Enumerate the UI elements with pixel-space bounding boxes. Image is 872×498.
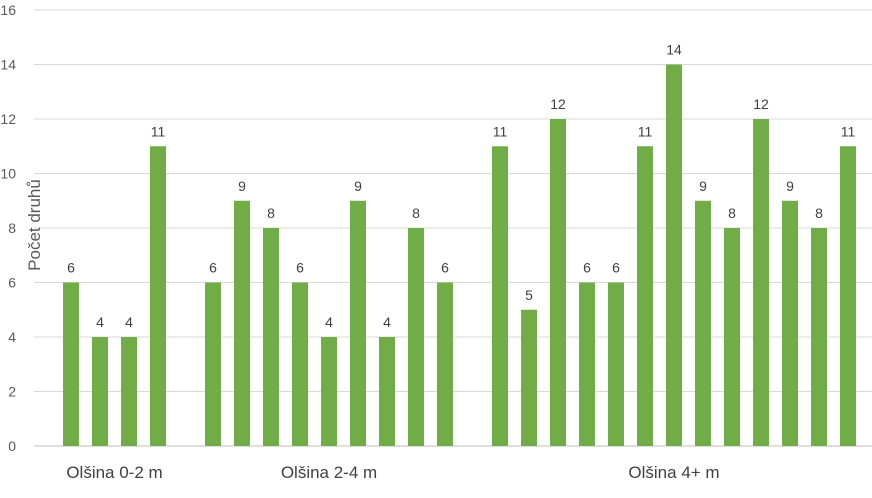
data-label: 9 <box>699 178 707 194</box>
bar <box>408 228 424 446</box>
data-labels: 6 4 4 11 6 9 8 6 4 9 4 8 6 11 5 12 6 6 11 14 9 8 12 9 8 11 <box>67 42 855 331</box>
y-tick-label: 12 <box>0 111 16 127</box>
data-label: 14 <box>666 42 682 58</box>
bar <box>782 200 798 446</box>
bar <box>379 337 395 446</box>
bar <box>205 282 221 446</box>
data-label: 11 <box>841 123 856 139</box>
gridlines <box>34 9 872 447</box>
data-label: 4 <box>125 314 133 330</box>
bar <box>840 146 856 446</box>
data-label: 11 <box>151 123 166 139</box>
bar <box>666 64 682 446</box>
category-label: Olšina 0-2 m <box>66 463 162 482</box>
bar <box>724 228 740 446</box>
data-label: 9 <box>238 178 246 194</box>
bar <box>695 200 711 446</box>
data-label: 12 <box>550 96 566 112</box>
data-label: 9 <box>354 178 362 194</box>
data-label: 8 <box>412 205 420 221</box>
y-tick-label: 8 <box>8 220 16 236</box>
y-axis-title: Počet druhů <box>25 179 44 271</box>
y-tick-label: 6 <box>8 275 16 291</box>
bar <box>550 119 566 446</box>
data-label: 9 <box>786 178 794 194</box>
data-label: 5 <box>525 287 533 303</box>
category-label: Olšina 2-4 m <box>281 463 377 482</box>
bar <box>321 337 337 446</box>
data-label: 8 <box>815 205 823 221</box>
data-label: 6 <box>296 260 304 276</box>
y-tick-label: 0 <box>8 438 16 454</box>
y-tick-label: 2 <box>8 384 16 400</box>
bar <box>437 282 453 446</box>
bar <box>637 146 653 446</box>
data-label: 8 <box>728 205 736 221</box>
bar <box>608 282 624 446</box>
bars <box>63 64 856 446</box>
bar <box>234 200 250 446</box>
data-label: 4 <box>325 314 333 330</box>
bar <box>92 337 108 446</box>
y-tick-label: 14 <box>0 57 16 73</box>
bar <box>811 228 827 446</box>
data-label: 6 <box>612 260 620 276</box>
bar <box>263 228 279 446</box>
bar <box>579 282 595 446</box>
category-labels: Olšina 0-2 m Olšina 2-4 m Olšina 4+ m <box>66 463 719 482</box>
data-label: 6 <box>209 260 217 276</box>
data-label: 4 <box>96 314 104 330</box>
y-tick-label: 16 <box>0 2 16 18</box>
bar <box>63 282 79 446</box>
data-label: 8 <box>267 205 275 221</box>
data-label: 4 <box>383 314 391 330</box>
bar <box>521 309 537 446</box>
bar <box>350 200 366 446</box>
data-label: 11 <box>638 123 653 139</box>
data-label: 12 <box>753 96 769 112</box>
y-tick-label: 10 <box>0 166 16 182</box>
bar <box>492 146 508 446</box>
bar <box>121 337 137 446</box>
data-label: 6 <box>583 260 591 276</box>
y-axis-ticks: 0 2 4 6 8 10 12 14 16 <box>0 2 16 454</box>
bar <box>292 282 308 446</box>
category-label: Olšina 4+ m <box>628 463 719 482</box>
bar <box>150 146 166 446</box>
data-label: 11 <box>493 123 508 139</box>
y-tick-label: 4 <box>8 329 16 345</box>
data-label: 6 <box>441 260 449 276</box>
bar <box>753 119 769 446</box>
data-label: 6 <box>67 260 75 276</box>
